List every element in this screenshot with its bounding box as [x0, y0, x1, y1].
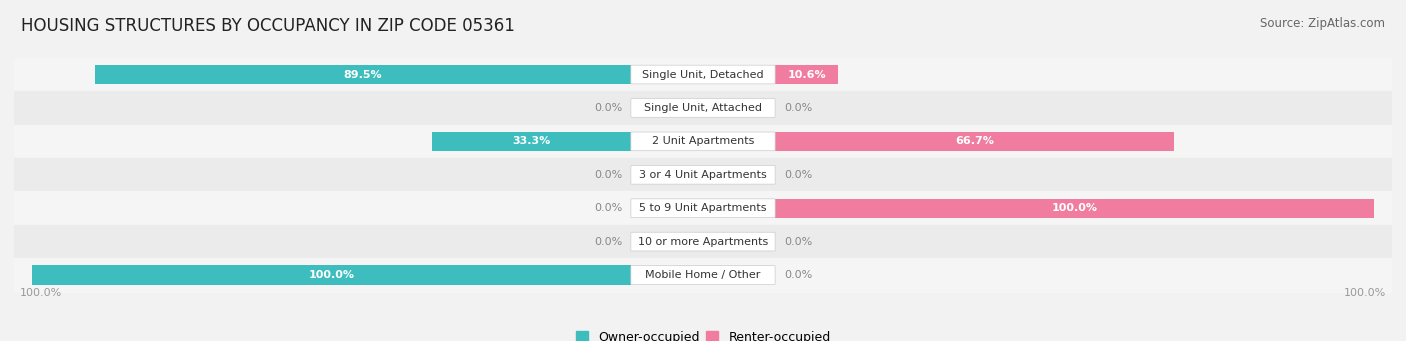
Bar [14, 91, 1392, 125]
Text: Source: ZipAtlas.com: Source: ZipAtlas.com [1260, 17, 1385, 30]
Text: 0.0%: 0.0% [593, 203, 621, 213]
Bar [432, 132, 631, 151]
Text: 100.0%: 100.0% [1052, 203, 1098, 213]
Bar [96, 65, 631, 84]
Text: 0.0%: 0.0% [593, 237, 621, 247]
Bar [32, 265, 631, 285]
Text: 100.0%: 100.0% [1344, 288, 1386, 298]
Bar [14, 158, 1392, 192]
Text: 66.7%: 66.7% [955, 136, 994, 146]
Text: 0.0%: 0.0% [785, 170, 813, 180]
FancyBboxPatch shape [631, 266, 775, 284]
Text: 100.0%: 100.0% [308, 270, 354, 280]
Text: 100.0%: 100.0% [20, 288, 62, 298]
FancyBboxPatch shape [631, 199, 775, 218]
Text: 0.0%: 0.0% [593, 103, 621, 113]
FancyBboxPatch shape [631, 99, 775, 117]
FancyBboxPatch shape [631, 165, 775, 184]
Text: 0.0%: 0.0% [593, 170, 621, 180]
Text: 0.0%: 0.0% [785, 103, 813, 113]
Text: 0.0%: 0.0% [785, 270, 813, 280]
Bar [775, 198, 1374, 218]
Bar [14, 258, 1392, 292]
FancyBboxPatch shape [631, 65, 775, 84]
Text: 10.6%: 10.6% [787, 70, 825, 79]
Text: 0.0%: 0.0% [785, 237, 813, 247]
Legend: Owner-occupied, Renter-occupied: Owner-occupied, Renter-occupied [571, 326, 835, 341]
Text: 89.5%: 89.5% [343, 70, 382, 79]
Text: Single Unit, Attached: Single Unit, Attached [644, 103, 762, 113]
FancyBboxPatch shape [631, 232, 775, 251]
Text: 10 or more Apartments: 10 or more Apartments [638, 237, 768, 247]
Text: 5 to 9 Unit Apartments: 5 to 9 Unit Apartments [640, 203, 766, 213]
Text: 33.3%: 33.3% [512, 136, 551, 146]
Text: Mobile Home / Other: Mobile Home / Other [645, 270, 761, 280]
Bar [14, 125, 1392, 158]
Bar [775, 132, 1174, 151]
Bar [775, 65, 838, 84]
Text: 2 Unit Apartments: 2 Unit Apartments [652, 136, 754, 146]
Text: Single Unit, Detached: Single Unit, Detached [643, 70, 763, 79]
Bar [14, 192, 1392, 225]
Bar [14, 225, 1392, 258]
FancyBboxPatch shape [631, 132, 775, 151]
Bar [14, 58, 1392, 91]
Text: 3 or 4 Unit Apartments: 3 or 4 Unit Apartments [640, 170, 766, 180]
Text: HOUSING STRUCTURES BY OCCUPANCY IN ZIP CODE 05361: HOUSING STRUCTURES BY OCCUPANCY IN ZIP C… [21, 17, 515, 35]
